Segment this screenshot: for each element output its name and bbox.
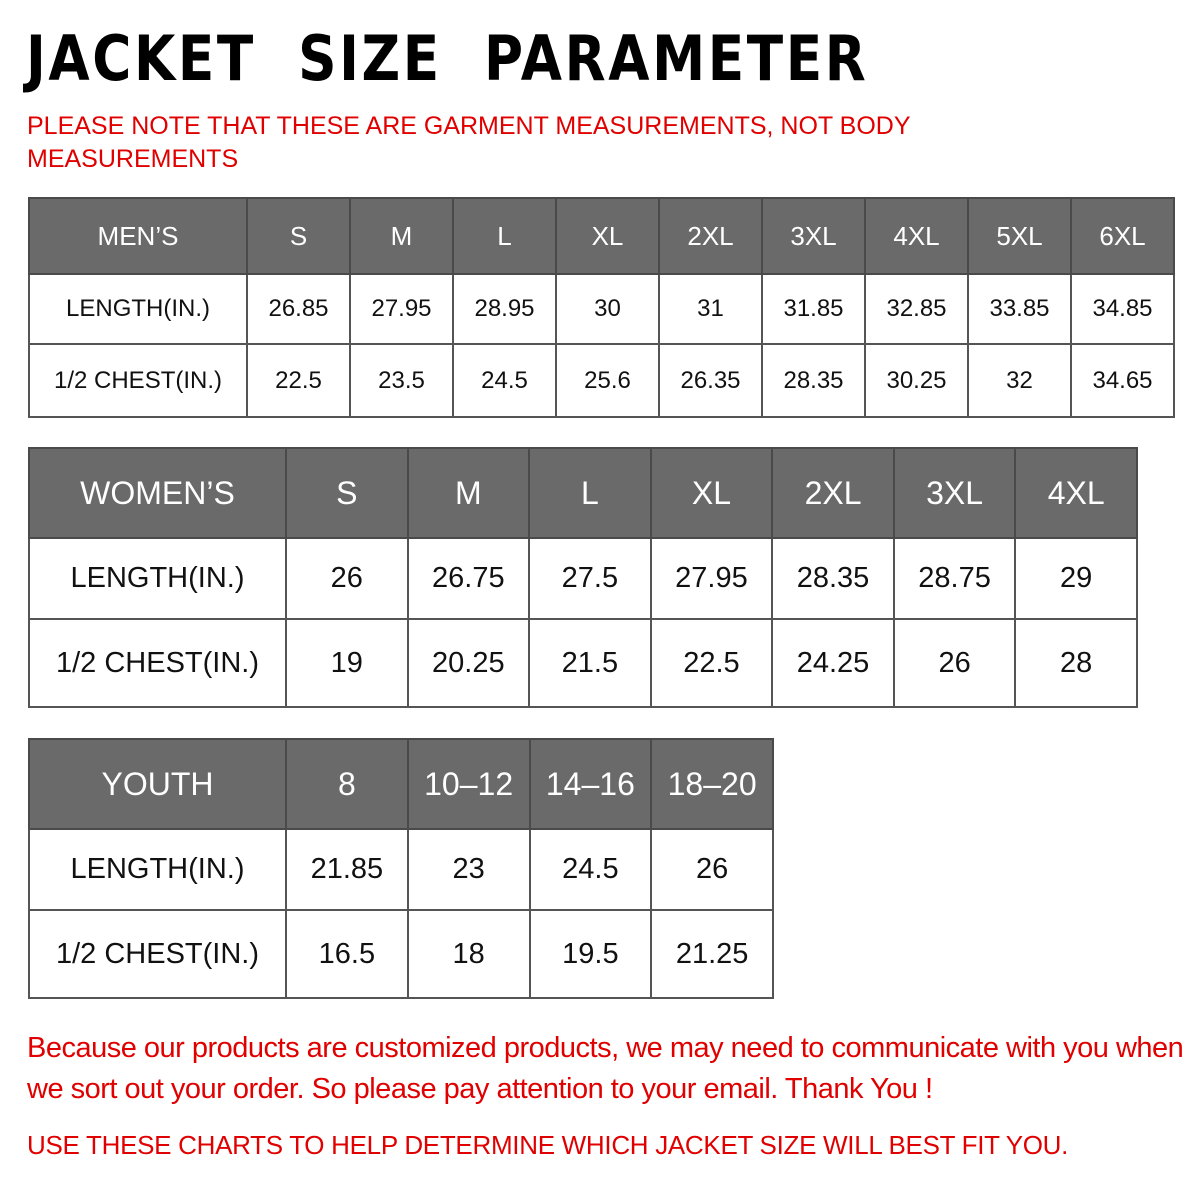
size-header-cell: 4XL: [1014, 447, 1138, 539]
measurement-value: 26.75: [406, 537, 531, 620]
size-header-cell: 10–12: [406, 738, 531, 830]
measurement-value: 21.5: [528, 618, 652, 708]
measurement-value: 26.85: [246, 273, 351, 345]
measurement-value: 34.65: [1070, 343, 1175, 418]
table-row: LENGTH(IN.) 21.85 23 24.5 26: [28, 828, 774, 911]
measurement-value: 28.35: [771, 537, 895, 620]
measurement-value: 24.25: [771, 618, 895, 708]
measurement-value: 22.5: [649, 618, 774, 708]
measurement-value: 30.25: [864, 343, 969, 418]
measurement-value: 26: [650, 828, 774, 911]
measurement-value: 28.95: [452, 273, 557, 345]
measurement-value: 23: [406, 828, 531, 911]
measurement-value: 26: [285, 537, 409, 620]
measurement-value: 27.95: [349, 273, 454, 345]
measurement-value: 29: [1014, 537, 1138, 620]
table-row: 1/2 CHEST(IN.) 22.5 23.5 24.5 25.6 26.35 28.35…: [28, 343, 1175, 418]
table-header-row: MEN’S S M L XL 2XL 3XL 4XL 5XL 6XL: [28, 197, 1175, 275]
size-header-cell: 2XL: [658, 197, 763, 275]
size-header-cell: M: [406, 447, 531, 539]
table-row: LENGTH(IN.) 26 26.75 27.5 27.95 28.35 28.75 29: [28, 537, 1138, 620]
measurement-value: 26.35: [658, 343, 763, 418]
size-header-cell: 5XL: [967, 197, 1072, 275]
table-row: 1/2 CHEST(IN.) 16.5 18 19.5 21.25: [28, 909, 774, 999]
measurement-value: 20.25: [406, 618, 531, 708]
size-header-cell: L: [452, 197, 557, 275]
measurement-value: 21.85: [285, 828, 409, 911]
size-header-cell: XL: [555, 197, 660, 275]
measurement-value: 28: [1014, 618, 1138, 708]
size-header-cell: 2XL: [771, 447, 895, 539]
table-category-header: WOMEN’S: [28, 447, 287, 539]
measurement-value: 19.5: [528, 909, 653, 999]
page-title: JACKET SIZE PARAMETER: [26, 22, 869, 95]
size-header-cell: 8: [285, 738, 409, 830]
measurement-value: 19: [285, 618, 409, 708]
measurement-value: 31: [658, 273, 763, 345]
measurement-label: LENGTH(IN.): [28, 828, 287, 911]
size-header-cell: S: [246, 197, 351, 275]
measurement-label: LENGTH(IN.): [28, 273, 248, 345]
womens-size-table: WOMEN’S S M L XL 2XL 3XL 4XL LENGTH(IN.) 26 26.75 2…: [28, 447, 1138, 708]
table-category-header: YOUTH: [28, 738, 287, 830]
measurement-value: 28.75: [892, 537, 1017, 620]
size-header-cell: XL: [649, 447, 774, 539]
measurement-value: 34.85: [1070, 273, 1175, 345]
measurement-value: 23.5: [349, 343, 454, 418]
measurement-value: 25.6: [555, 343, 660, 418]
measurement-value: 24.5: [452, 343, 557, 418]
measurement-value: 27.5: [528, 537, 652, 620]
measurement-value: 33.85: [967, 273, 1072, 345]
size-header-cell: 14–16: [528, 738, 653, 830]
measurement-value: 21.25: [650, 909, 774, 999]
size-instruction: USE THESE CHARTS TO HELP DETERMINE WHICH…: [27, 1130, 1069, 1160]
measurement-value: 31.85: [761, 273, 866, 345]
measurement-label: 1/2 CHEST(IN.): [28, 909, 287, 999]
measurement-value: 32.85: [864, 273, 969, 345]
measurement-label: 1/2 CHEST(IN.): [28, 343, 248, 418]
measurement-value: 18: [406, 909, 531, 999]
size-header-cell: 4XL: [864, 197, 969, 275]
measurement-value: 22.5: [246, 343, 351, 418]
size-header-cell: 18–20: [650, 738, 774, 830]
measurement-value: 26: [892, 618, 1017, 708]
size-header-cell: 3XL: [892, 447, 1017, 539]
measurement-value: 16.5: [285, 909, 409, 999]
measurement-value: 32: [967, 343, 1072, 418]
measurement-note: PLEASE NOTE THAT THESE ARE GARMENT MEASU…: [27, 112, 911, 173]
customization-message: Because our products are customized prod…: [27, 1032, 1184, 1105]
measurement-label: LENGTH(IN.): [28, 537, 287, 620]
measurement-value: 27.95: [649, 537, 774, 620]
table-row: 1/2 CHEST(IN.) 19 20.25 21.5 22.5 24.25 26 28: [28, 618, 1138, 708]
measurement-value: 24.5: [528, 828, 653, 911]
size-header-cell: S: [285, 447, 409, 539]
size-header-cell: L: [528, 447, 652, 539]
size-header-cell: 6XL: [1070, 197, 1175, 275]
measurement-label: 1/2 CHEST(IN.): [28, 618, 287, 708]
measurement-value: 28.35: [761, 343, 866, 418]
size-header-cell: 3XL: [761, 197, 866, 275]
table-header-row: YOUTH 8 10–12 14–16 18–20: [28, 738, 774, 830]
youth-size-table: YOUTH 8 10–12 14–16 18–20 LENGTH(IN.) 21.85 23 2…: [28, 738, 774, 999]
table-row: LENGTH(IN.) 26.85 27.95 28.95 30 31 31.85 32.85…: [28, 273, 1175, 345]
measurement-value: 30: [555, 273, 660, 345]
table-header-row: WOMEN’S S M L XL 2XL 3XL 4XL: [28, 447, 1138, 539]
size-header-cell: M: [349, 197, 454, 275]
mens-size-table: MEN’S S M L XL 2XL 3XL 4XL 5XL 6XL LENGTH(IN.) 26.8…: [28, 197, 1175, 418]
table-category-header: MEN’S: [28, 197, 248, 275]
